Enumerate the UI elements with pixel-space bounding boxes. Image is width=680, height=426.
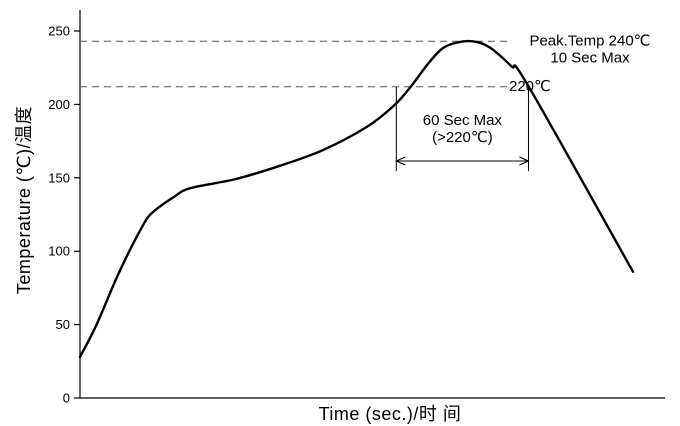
time-interval-annotation: 60 Sec Max(>220℃) xyxy=(395,86,530,171)
interval-arrow-head-left xyxy=(395,156,406,166)
y-tick-label: 150 xyxy=(48,170,70,185)
axes xyxy=(79,10,665,399)
interval-label: 60 Sec Max xyxy=(423,112,503,129)
y-tick-label: 200 xyxy=(48,97,70,112)
y-tick-label: 250 xyxy=(48,24,70,39)
y-ticks: 0 50 100 150 200 250 xyxy=(48,24,80,406)
y-axis-label: Temperature (℃)/温度 xyxy=(14,106,34,294)
reference-line-label: Peak.Temp 240℃ xyxy=(529,32,650,49)
x-axis-label: Time (sec.)/时 间 xyxy=(319,404,462,424)
reference-lines: Peak.Temp 240℃10 Sec Max 220℃ xyxy=(80,32,651,95)
temperature-curve xyxy=(78,39,635,359)
y-tick-label: 100 xyxy=(48,244,70,259)
y-tick-label: 0 xyxy=(63,391,70,406)
reference-line-label: 10 Sec Max xyxy=(550,49,630,66)
interval-label: (>220℃) xyxy=(432,129,493,146)
y-tick-label: 50 xyxy=(56,317,70,332)
interval-arrow-head-right xyxy=(519,156,530,166)
reference-line-label: 220℃ xyxy=(509,78,551,95)
